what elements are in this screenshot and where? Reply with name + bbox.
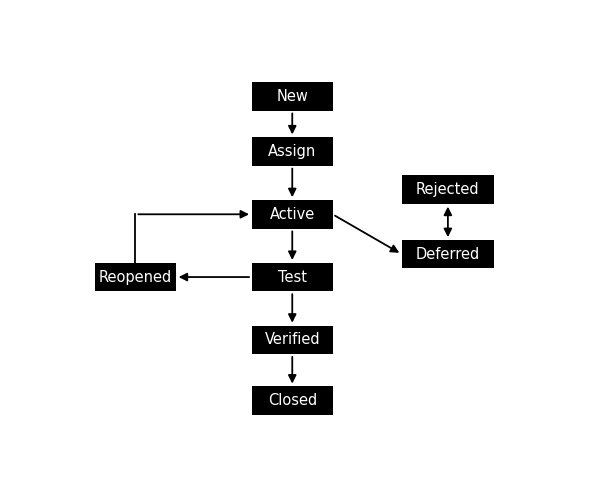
FancyBboxPatch shape <box>252 263 333 291</box>
Text: Verified: Verified <box>264 332 320 347</box>
FancyBboxPatch shape <box>252 326 333 354</box>
Text: Test: Test <box>278 270 307 285</box>
FancyBboxPatch shape <box>252 137 333 166</box>
Text: New: New <box>276 89 308 104</box>
FancyBboxPatch shape <box>402 175 494 204</box>
Text: Deferred: Deferred <box>416 247 480 262</box>
Text: Rejected: Rejected <box>416 182 480 197</box>
FancyBboxPatch shape <box>252 386 333 415</box>
Text: Active: Active <box>270 207 315 222</box>
Text: Assign: Assign <box>268 144 317 159</box>
Text: Closed: Closed <box>268 393 317 408</box>
FancyBboxPatch shape <box>95 263 176 291</box>
FancyBboxPatch shape <box>402 240 494 269</box>
Text: Reopened: Reopened <box>99 270 172 285</box>
FancyBboxPatch shape <box>252 82 333 111</box>
FancyBboxPatch shape <box>252 200 333 229</box>
